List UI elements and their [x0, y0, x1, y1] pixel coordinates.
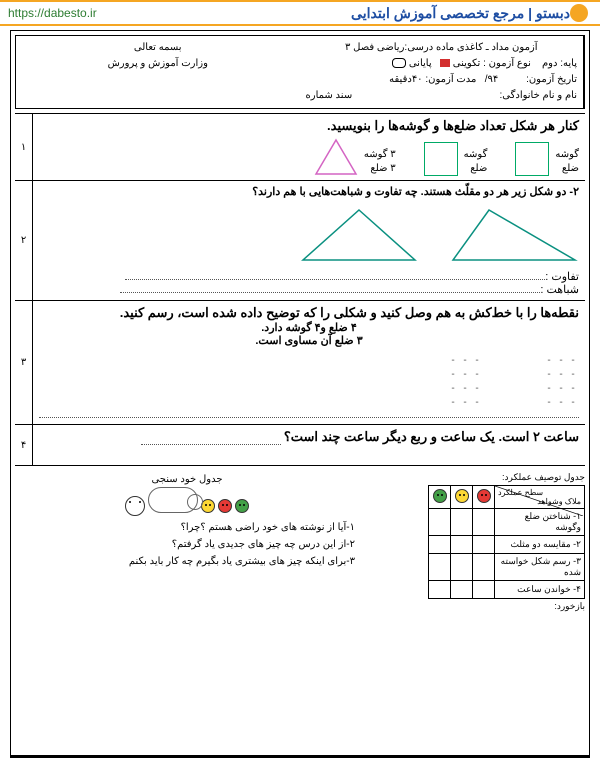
self-q1: ۱-آیا از نوشته های خود راضی هستم ؟چرا؟	[19, 522, 355, 533]
final-checkbox[interactable]	[392, 58, 406, 68]
dot-grid-1: --- --- --- ---	[543, 355, 579, 411]
perf-row-2: ۲- مقایسه دو مثلث	[495, 536, 585, 554]
q1-side-label-2: ضلع	[464, 162, 488, 176]
question-2: ۲- دو شکل زیر هر دو مقلّث هستند. چه تفاو…	[15, 181, 585, 301]
self-eval-title: جدول خود سنجی	[19, 474, 355, 485]
question-1: کنار هر شکل تعداد ضلع‌ها و گوشه‌ها را بن…	[15, 113, 585, 181]
type-label: نوع آزمون :	[483, 58, 531, 69]
bubble-face-red	[218, 499, 232, 513]
bubble-face-outline	[125, 496, 145, 516]
face-green-icon	[433, 489, 447, 503]
formative-checkbox[interactable]	[440, 59, 450, 67]
q3-line1: ۴ ضلع و۴ گوشه دارد.	[39, 321, 579, 334]
feedback-label: بازخورد:	[365, 601, 585, 612]
header-box: بسمه تعالی وزارت آموزش و پرورش آزمون مدا…	[15, 35, 585, 109]
q1-corner-label: گوشه	[555, 148, 579, 162]
site-title: دبستو | مرجع تخصصی آموزش ابتدایی	[351, 5, 570, 22]
q1-prompt: کنار هر شکل تعداد ضلع‌ها و گوشه‌ها را بن…	[39, 118, 579, 134]
date-value: ۹۴/	[485, 74, 499, 85]
perf-row-3: ۳- رسم شکل خواسته شده	[495, 554, 585, 581]
header-left: آزمون مداد ـ کاغذی ماده درسی:ریاضی فصل ۳…	[300, 36, 585, 108]
thought-bubble	[19, 487, 355, 516]
top-banner: دبستو | مرجع تخصصی آموزش ابتدایی https:/…	[0, 0, 600, 26]
worksheet: بسمه تعالی وزارت آموزش و پرورش آزمون مدا…	[10, 30, 590, 758]
date-label: تاریخ آزمون:	[526, 74, 577, 85]
triangle-large-1	[449, 206, 579, 264]
q4-number: ۴	[15, 425, 33, 465]
square-shape-2	[424, 142, 458, 176]
q1-side-label: ضلع	[555, 162, 579, 176]
bubble-face-green	[235, 499, 249, 513]
face-red-icon	[477, 489, 491, 503]
self-q2: ۲-از این درس چه چیز های جدیدی یاد گرفتم؟	[19, 539, 355, 550]
dot-grids: --- --- --- --- --- --- --- ---	[79, 355, 579, 411]
square-shape-1	[515, 142, 549, 176]
test-title: آزمون مداد ـ کاغذی ماده درسی:ریاضی فصل ۳	[306, 40, 578, 56]
q2-sim: شباهت :	[540, 284, 579, 296]
question-3: نقطه‌ها را با خط‌کش به هم وصل کنید و شکل…	[15, 301, 585, 425]
site-logo	[570, 4, 588, 22]
q4-prompt: ساعت ۲ است. یک ساعت و ربع دیگر ساعت چند …	[284, 429, 579, 444]
bismillah: بسمه تعالی	[22, 40, 294, 56]
doc-number: سند شماره	[306, 88, 353, 104]
duration-label: مدت آزمون: ۴۰دقیقه	[389, 74, 476, 85]
triangle-large-2	[299, 206, 419, 264]
q1-number: ۱	[15, 114, 33, 180]
q3-prompt: نقطه‌ها را با خط‌کش به هم وصل کنید و شکل…	[39, 305, 579, 321]
q2-prompt: ۲- دو شکل زیر هر دو مقلّث هستند. چه تفاو…	[39, 185, 579, 198]
footer-area: جدول توصیف عملکرد: سطح عملکرد ملاک وشواه…	[15, 472, 585, 612]
grade-label: پایه: دوم	[542, 58, 577, 69]
q1-corner-label-2: گوشه	[464, 148, 488, 162]
name-label: نام و نام خانوادگی:	[500, 88, 578, 104]
header-right: بسمه تعالی وزارت آموزش و پرورش	[16, 36, 300, 108]
perf-title: جدول توصیف عملکرد:	[365, 472, 585, 483]
performance-table: سطح عملکرد ملاک وشواهد ۱- شناختن ضلع وگو…	[428, 485, 585, 599]
site-url: https://dabesto.ir	[8, 6, 97, 20]
final-label: پایانی	[409, 58, 432, 69]
face-yellow-icon	[455, 489, 469, 503]
q3-line2: ۳ ضلع آن مساوی است.	[39, 334, 579, 347]
q2-diff: تفاوت :	[545, 271, 579, 283]
q1-tri-side: ۳ ضلع	[364, 162, 396, 176]
q3-number: ۳	[15, 301, 33, 424]
self-q3: ۳-برای اینکه چیز های بیشتری یاد بگیرم چه…	[19, 556, 355, 567]
question-4: ساعت ۲ است. یک ساعت و ربع دیگر ساعت چند …	[15, 425, 585, 466]
q1-tri-corner: ۳ گوشه	[364, 148, 396, 162]
self-evaluation: جدول خود سنجی ۱-آیا از نوشته های خود راض…	[15, 472, 359, 612]
q2-number: ۲	[15, 181, 33, 300]
perf-row-4: ۴- خواندن ساعت	[495, 581, 585, 599]
bubble-face-yellow	[201, 499, 215, 513]
ministry: وزارت آموزش و پرورش	[22, 56, 294, 72]
formative-label: تکوینی	[453, 58, 481, 69]
triangle-shape	[314, 138, 358, 176]
dot-grid-2: --- --- --- ---	[447, 355, 483, 411]
